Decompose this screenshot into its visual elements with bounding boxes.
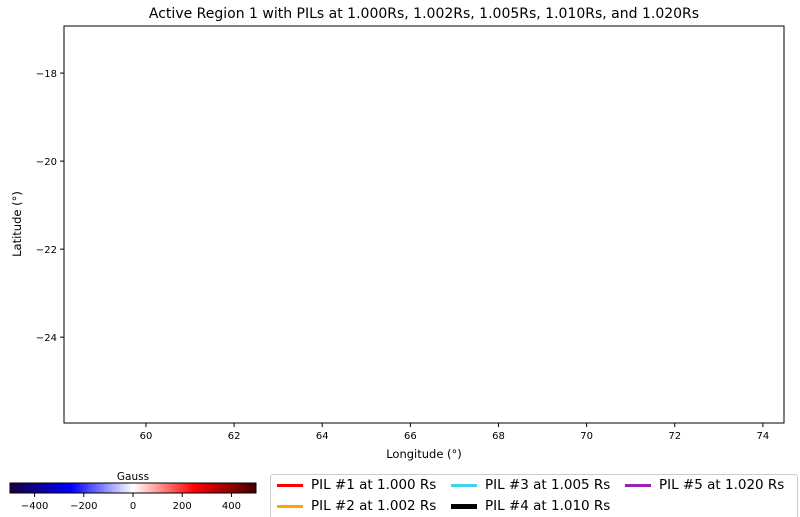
legend-item: PIL #3 at 1.005 Rs bbox=[451, 477, 610, 493]
legend: PIL #1 at 1.000 Rs PIL #2 at 1.002 Rs PIL … bbox=[270, 474, 798, 517]
legend-label: PIL #5 at 1.020 Rs bbox=[659, 477, 785, 493]
legend-swatch bbox=[277, 504, 303, 508]
colorbar-tick-label: −200 bbox=[70, 501, 97, 512]
y-axis-label: Latitude (°) bbox=[10, 191, 24, 257]
legend-swatch bbox=[451, 483, 477, 487]
x-tick-label: 72 bbox=[668, 431, 681, 442]
colorbar-tick-label: 400 bbox=[222, 501, 241, 512]
y-tick-label: −24 bbox=[36, 333, 57, 344]
legend-swatch bbox=[277, 483, 303, 487]
x-tick-label: 60 bbox=[140, 431, 153, 442]
colorbar-tick-label: −400 bbox=[21, 501, 48, 512]
x-tick-label: 64 bbox=[316, 431, 329, 442]
legend-swatch bbox=[625, 483, 651, 487]
colorbar-tick-label: 0 bbox=[130, 501, 136, 512]
x-tick-label: 66 bbox=[404, 431, 417, 442]
x-tick-label: 70 bbox=[580, 431, 593, 442]
legend-label: PIL #3 at 1.005 Rs bbox=[485, 477, 611, 493]
legend-label: PIL #1 at 1.000 Rs bbox=[311, 477, 437, 493]
x-tick-label: 74 bbox=[756, 431, 769, 442]
legend-item: PIL #1 at 1.000 Rs bbox=[277, 477, 436, 493]
x-axis-label: Longitude (°) bbox=[386, 447, 462, 461]
y-tick-label: −22 bbox=[36, 245, 57, 256]
colorbar-tick-label: 200 bbox=[173, 501, 192, 512]
chart-title: Active Region 1 with PILs at 1.000Rs, 1.… bbox=[149, 6, 699, 22]
x-tick-label: 68 bbox=[492, 431, 505, 442]
legend-label: PIL #4 at 1.010 Rs bbox=[485, 498, 611, 514]
legend-item: PIL #5 at 1.020 Rs bbox=[625, 477, 784, 493]
x-tick-label: 62 bbox=[228, 431, 241, 442]
plot-area bbox=[63, 25, 785, 424]
y-tick-label: −18 bbox=[36, 69, 57, 80]
y-tick-label: −20 bbox=[36, 157, 57, 168]
colorbar-label: Gauss bbox=[117, 471, 149, 483]
legend-label: PIL #2 at 1.002 Rs bbox=[311, 498, 437, 514]
colorbar bbox=[9, 482, 257, 494]
legend-item: PIL #2 at 1.002 Rs bbox=[277, 498, 436, 514]
legend-swatch bbox=[451, 503, 477, 509]
legend-item: PIL #4 at 1.010 Rs bbox=[451, 498, 610, 514]
